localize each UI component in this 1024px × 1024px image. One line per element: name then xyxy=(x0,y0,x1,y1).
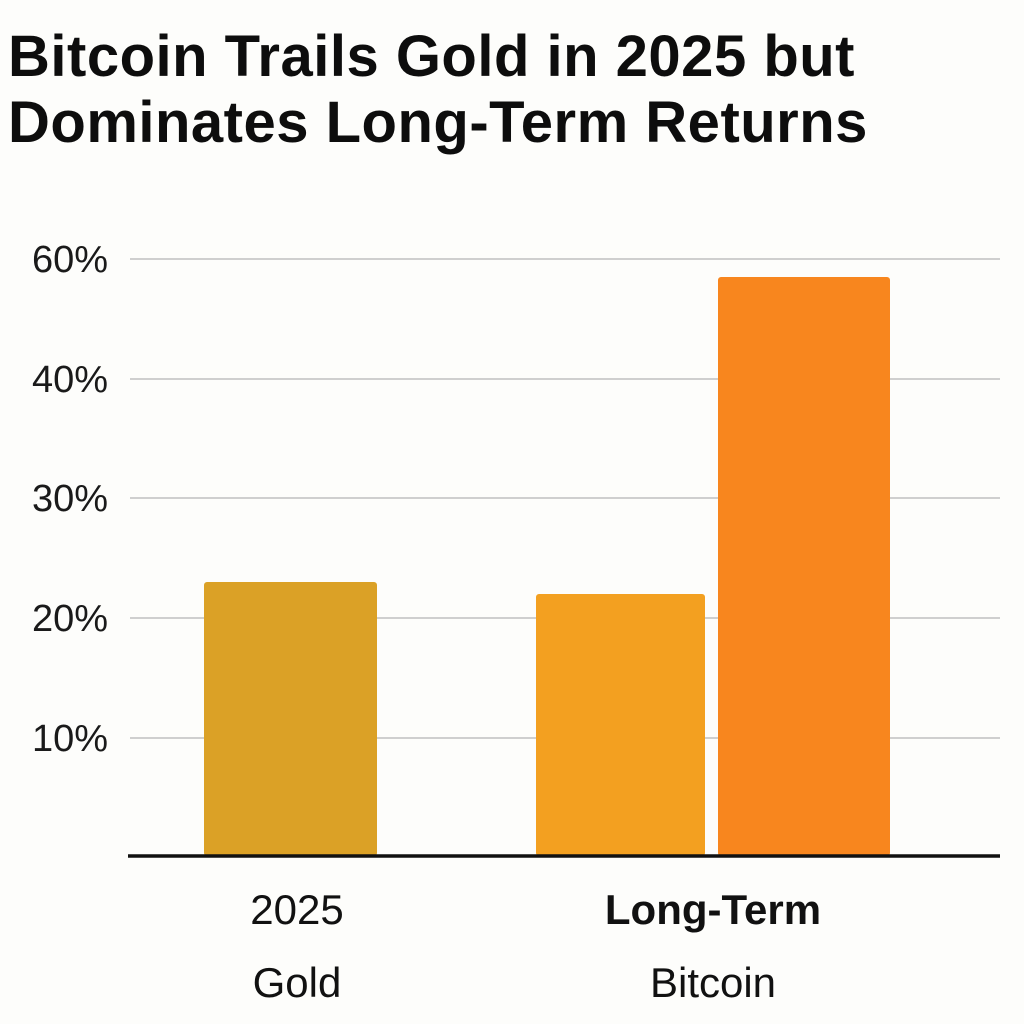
chart-title-line-2: Dominates Long-Term Returns xyxy=(8,90,868,155)
series-label: Gold xyxy=(253,959,342,1006)
chart-title-line-1: Bitcoin Trails Gold in 2025 but xyxy=(8,24,855,89)
chart-title: Bitcoin Trails Gold in 2025 but Dominate… xyxy=(8,24,1008,156)
bar-long-term-1 xyxy=(536,594,705,856)
x-axis-labels: 2025 Long-Term Gold Bitcoin xyxy=(250,886,821,1006)
bar-2025-0 xyxy=(204,582,377,856)
category-label: Long-Term xyxy=(605,886,821,933)
y-tick-label: 20% xyxy=(32,598,108,640)
y-tick-label: 10% xyxy=(32,718,108,760)
bar-long-term-2 xyxy=(718,277,890,856)
y-tick-label: 30% xyxy=(32,478,108,520)
series-label: Bitcoin xyxy=(650,959,776,1006)
y-tick-label: 40% xyxy=(32,359,108,401)
category-label: 2025 xyxy=(250,886,343,933)
bars xyxy=(204,277,890,856)
y-axis-ticks: 60% 40% 30% 20% 10% xyxy=(32,239,108,760)
y-tick-label: 60% xyxy=(32,239,108,281)
